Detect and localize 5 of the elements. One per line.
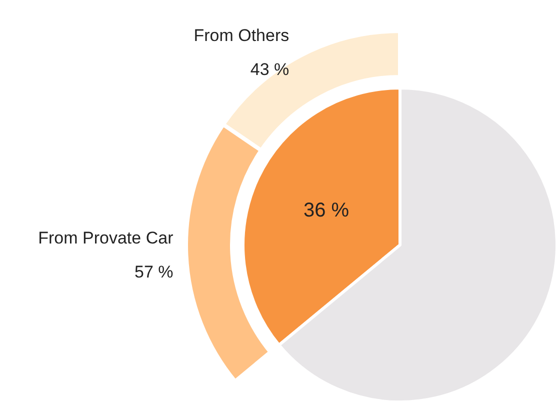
data-label: 57 % xyxy=(134,262,174,282)
data-label: 36 % xyxy=(303,199,350,222)
slice-label: From Provate Car xyxy=(38,228,174,248)
slice-label: From Others xyxy=(194,26,290,45)
data-label: 43 % xyxy=(250,60,290,79)
